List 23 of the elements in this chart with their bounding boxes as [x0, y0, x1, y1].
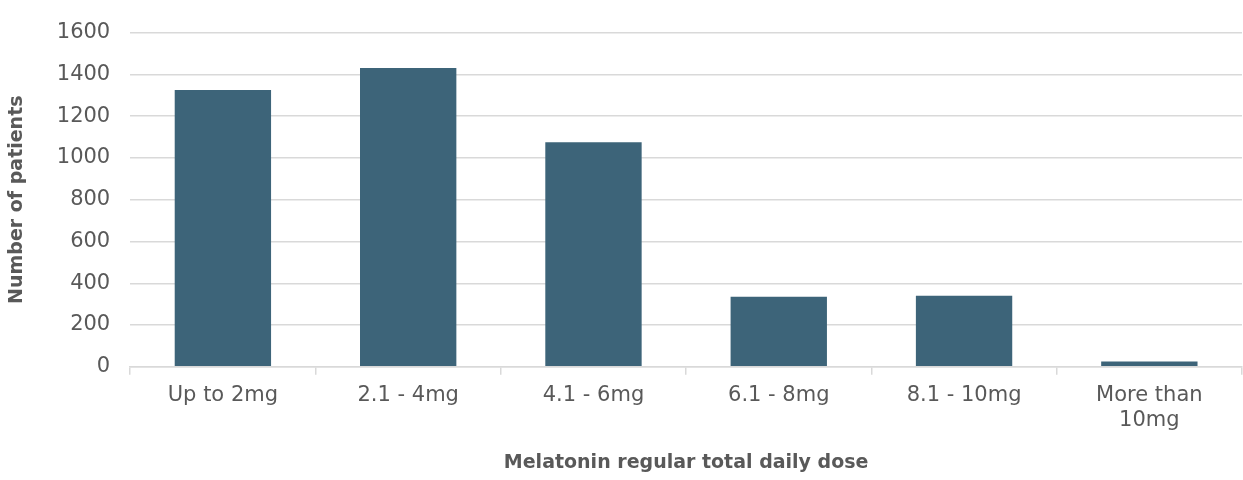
bar [915, 295, 1013, 367]
bar [730, 296, 827, 367]
bar [360, 68, 457, 367]
y-tick-label: 0 [96, 353, 111, 378]
y-tick-label: 400 [70, 269, 111, 294]
y-axis-title: Number of patients [4, 95, 27, 304]
x-tick-label: 8.1 - 10mg [906, 381, 1022, 406]
y-tick-label: 800 [70, 186, 111, 211]
x-tick-label: More than 10mg [1096, 381, 1203, 432]
y-tick-label: 200 [70, 311, 111, 336]
x-axis-title: Melatonin regular total daily dose [503, 449, 869, 472]
y-tick-label: 1400 [56, 60, 111, 85]
y-tick-label: 600 [70, 227, 111, 252]
x-tick-label: 6.1 - 8mg [728, 381, 830, 406]
y-tick-label: 1200 [56, 102, 111, 127]
y-tick-label: 1000 [56, 144, 111, 169]
bar [545, 142, 642, 367]
bar [1101, 361, 1198, 367]
x-tick-label: Up to 2mg [167, 381, 279, 406]
x-tick-label: 2.1 - 4mg [357, 381, 459, 406]
y-tick-label: 1600 [56, 19, 111, 44]
x-tick-label: 4.1 - 6mg [542, 381, 645, 406]
bar [174, 90, 272, 367]
